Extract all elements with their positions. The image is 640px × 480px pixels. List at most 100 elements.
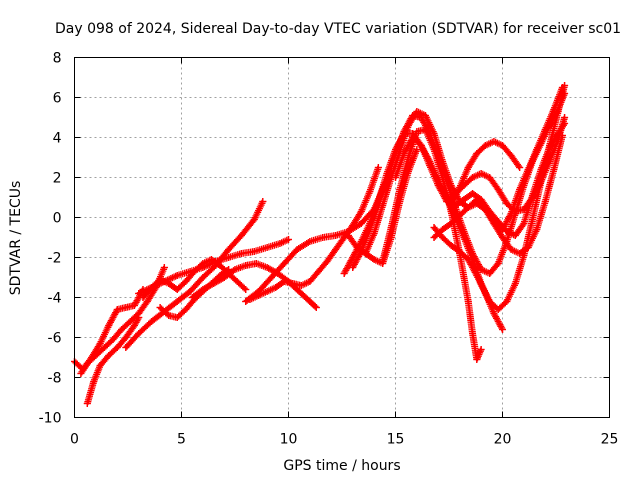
- series-track-6: [139, 256, 250, 301]
- data-point: [511, 208, 519, 215]
- data-point: [481, 206, 489, 213]
- data-point: [220, 274, 228, 281]
- data-point: [469, 174, 477, 181]
- x-tick-label: 15: [387, 432, 405, 448]
- data-point: [528, 216, 536, 223]
- data-point: [182, 306, 190, 313]
- data-point: [173, 298, 181, 305]
- data-point: [516, 164, 524, 171]
- data-point: [255, 292, 263, 299]
- data-point: [413, 108, 421, 115]
- data-point: [477, 346, 485, 353]
- data-point: [370, 230, 378, 237]
- data-point: [392, 174, 399, 181]
- data-point: [430, 146, 438, 153]
- data-point: [349, 264, 357, 271]
- data-point: [550, 166, 558, 173]
- data-point: [520, 206, 528, 213]
- data-point: [90, 378, 98, 385]
- y-tick-label: -8: [48, 371, 62, 387]
- data-point: [520, 220, 528, 227]
- data-point: [199, 286, 207, 293]
- data-point: [332, 232, 340, 239]
- y-tick-labels: -10 -8 -6 -4 -2 0 2 4 6 8: [39, 51, 62, 427]
- data-point: [105, 352, 113, 359]
- data-point: [473, 200, 481, 207]
- data-point: [477, 170, 485, 177]
- data-point: [231, 266, 239, 273]
- data-point: [490, 138, 498, 145]
- data-point: [439, 158, 447, 165]
- data-point: [186, 288, 194, 295]
- data-point: [225, 254, 233, 261]
- data-point: [139, 294, 147, 301]
- data-point: [297, 282, 305, 289]
- x-tick-label: 5: [177, 432, 186, 448]
- data-point: [443, 198, 451, 205]
- data-points: [71, 82, 569, 407]
- data-point: [135, 310, 143, 317]
- data-point: [374, 164, 382, 171]
- data-point: [135, 290, 143, 297]
- data-point: [207, 256, 215, 263]
- series-track-18: [447, 138, 524, 209]
- data-point: [130, 302, 138, 309]
- data-point: [499, 142, 506, 149]
- series-track-10: [246, 164, 382, 303]
- data-point: [503, 228, 511, 235]
- data-point: [83, 400, 91, 407]
- data-point: [293, 246, 301, 253]
- x-tick-label: 25: [601, 432, 619, 448]
- data-point: [400, 150, 408, 157]
- data-point: [156, 304, 164, 311]
- data-point: [173, 286, 181, 293]
- data-point: [473, 272, 481, 279]
- data-point: [447, 242, 455, 249]
- data-point: [272, 284, 280, 291]
- data-point: [533, 146, 541, 153]
- data-point: [242, 262, 250, 269]
- y-tick-label: 2: [53, 171, 62, 187]
- data-point: [280, 278, 288, 285]
- data-point: [439, 174, 447, 181]
- data-point: [528, 194, 536, 201]
- data-point: [404, 122, 412, 129]
- data-point: [421, 112, 429, 119]
- data-point: [319, 234, 327, 241]
- data-point: [314, 268, 322, 275]
- data-point: [173, 314, 181, 321]
- data-point: [477, 266, 485, 273]
- x-axis-label: GPS time / hours: [283, 458, 400, 474]
- data-point: [126, 318, 134, 325]
- data-point: [537, 178, 545, 185]
- data-point: [430, 234, 438, 241]
- data-point: [516, 186, 524, 193]
- data-point: [464, 256, 472, 263]
- data-point: [267, 274, 275, 281]
- data-point: [362, 250, 370, 257]
- y-tick-label: 0: [53, 211, 62, 227]
- data-point: [306, 278, 314, 285]
- y-axis-label: SDTVAR / TECUs: [8, 181, 24, 296]
- series-track-20: [344, 146, 421, 267]
- data-point: [306, 238, 314, 245]
- data-point: [507, 152, 515, 159]
- data-point: [250, 248, 258, 255]
- data-point: [353, 244, 361, 251]
- data-point: [550, 106, 558, 113]
- axis-ticks: [74, 57, 610, 418]
- data-point: [156, 276, 164, 283]
- data-point: [276, 240, 284, 247]
- data-point: [357, 208, 365, 215]
- data-point: [456, 212, 464, 219]
- data-point: [469, 190, 477, 197]
- data-point: [259, 198, 267, 205]
- data-point: [447, 202, 455, 209]
- data-point: [357, 220, 365, 227]
- marker-track: [71, 286, 147, 373]
- data-point: [285, 236, 292, 243]
- y-tick-label: 8: [53, 51, 62, 67]
- data-point: [413, 146, 421, 153]
- data-point: [481, 142, 489, 149]
